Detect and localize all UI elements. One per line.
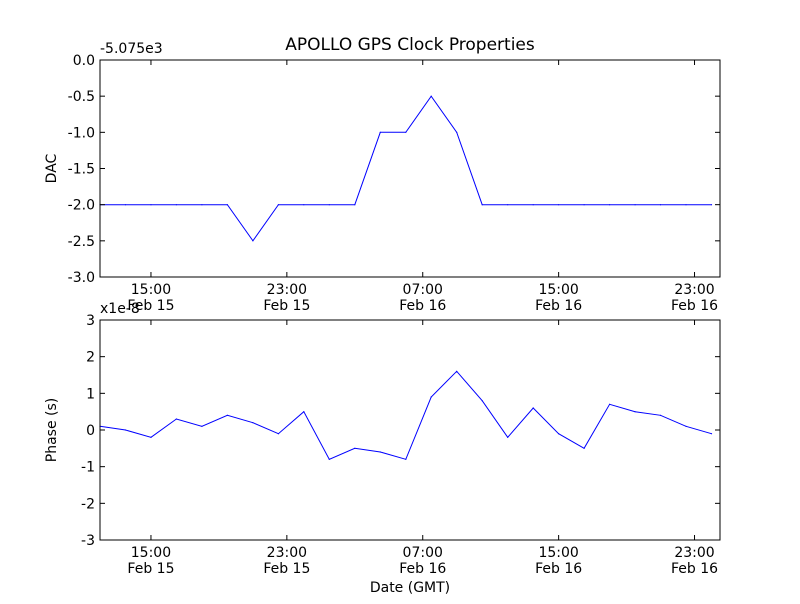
phase-data-point: [354, 447, 356, 449]
phase-ytick-label: -3: [81, 533, 95, 549]
phase-xtick-time-label: 15:00: [131, 545, 171, 561]
phase-data-point: [685, 425, 687, 427]
phase-data-point: [303, 411, 305, 413]
phase-xtick-time-label: 23:00: [674, 545, 714, 561]
phase-data-point: [379, 451, 381, 453]
dac-xtick-date-label: Feb 16: [399, 298, 446, 314]
phase-data-point: [507, 436, 509, 438]
phase-ytick-label: 1: [86, 386, 95, 402]
phase-data-point: [558, 433, 560, 435]
dac-data-point: [201, 204, 203, 206]
phase-data-point: [150, 436, 152, 438]
phase-data-point: [659, 414, 662, 416]
phase-data-point: [175, 418, 177, 420]
dac-data-point: [481, 204, 483, 206]
dac-ylabel: DAC: [44, 153, 60, 183]
phase-data-point: [201, 425, 203, 427]
phase-xtick-date-label: Feb 15: [127, 561, 174, 577]
dac-data-point: [583, 204, 585, 206]
dac-ytick-label: -1.0: [68, 125, 95, 141]
dac-ytick-label: -2.0: [68, 198, 95, 214]
phase-ytick-label: 3: [86, 313, 95, 329]
phase-xtick-time-label: 15:00: [538, 545, 578, 561]
dac-xtick-time-label: 23:00: [674, 282, 714, 298]
phase-ytick-label: -1: [81, 460, 95, 476]
phase-data-point: [583, 447, 585, 449]
dac-data-point: [303, 204, 305, 206]
phase-xtick-time-label: 23:00: [267, 545, 307, 561]
dac-data-point: [124, 204, 127, 206]
figure-title: APOLLO GPS Clock Properties: [285, 35, 535, 55]
dac-data-point: [252, 240, 254, 242]
dac-xtick-time-label: 15:00: [131, 282, 171, 298]
dac-data-point: [507, 204, 509, 206]
phase-data-point: [405, 458, 407, 460]
phase-data-point: [328, 458, 330, 460]
phase-data-point: [456, 370, 458, 372]
phase-data-point: [609, 403, 611, 405]
dac-ytick-label: -1.5: [68, 162, 95, 178]
dac-xtick-date-label: Feb 15: [127, 298, 174, 314]
dac-data-point: [226, 204, 228, 206]
dac-ytick-label: 0.0: [73, 53, 95, 69]
dac-data-point: [150, 204, 152, 206]
dac-offset-label: -5.075e3: [100, 41, 163, 57]
phase-data-point: [532, 407, 534, 409]
dac-data-point: [609, 204, 611, 206]
phase-xtick-date-label: Feb 15: [263, 561, 310, 577]
dac-data-point: [175, 204, 177, 206]
phase-data-point: [277, 433, 279, 435]
phase-data-point: [124, 429, 127, 431]
dac-data-point: [685, 204, 687, 206]
phase-data-point: [710, 433, 713, 435]
phase-xlabel: Date (GMT): [370, 580, 450, 596]
phase-data-point: [430, 396, 432, 398]
dac-ytick-label: -2.5: [68, 234, 95, 250]
phase-ytick-label: -2: [81, 496, 95, 512]
dac-xtick-date-label: Feb 16: [671, 298, 718, 314]
phase-ytick-label: 0: [86, 423, 95, 439]
phase-data-point: [252, 422, 254, 424]
phase-offset-label: x1e-8: [100, 301, 140, 317]
dac-data-point: [405, 131, 407, 133]
dac-data-point: [354, 204, 356, 206]
phase-data-point: [481, 400, 483, 402]
phase-xtick-date-label: Feb 16: [399, 561, 446, 577]
dac-data-point: [532, 204, 534, 206]
phase-xtick-date-label: Feb 16: [671, 561, 718, 577]
dac-xtick-time-label: 23:00: [267, 282, 307, 298]
dac-data-point: [558, 204, 560, 206]
dac-ytick-label: -3.0: [68, 270, 95, 286]
phase-xtick-date-label: Feb 16: [535, 561, 582, 577]
phase-xtick-time-label: 07:00: [403, 545, 443, 561]
dac-xtick-time-label: 07:00: [403, 282, 443, 298]
dac-data-point: [379, 131, 381, 133]
phase-data-point: [634, 411, 636, 413]
phase-ylabel: Phase (s): [44, 398, 60, 462]
phase-ytick-label: 2: [86, 350, 95, 366]
dac-xtick-time-label: 15:00: [538, 282, 578, 298]
dac-data-point: [277, 204, 279, 206]
dac-data-point: [710, 204, 713, 206]
phase-data-point: [226, 414, 228, 416]
dac-data-point: [659, 204, 662, 206]
dac-ytick-label: -0.5: [68, 89, 95, 105]
dac-data-point: [430, 95, 432, 97]
dac-xtick-date-label: Feb 15: [263, 298, 310, 314]
dac-data-point: [634, 204, 636, 206]
dac-data-point: [328, 204, 330, 206]
dac-data-point: [456, 131, 458, 133]
dac-xtick-date-label: Feb 16: [535, 298, 582, 314]
